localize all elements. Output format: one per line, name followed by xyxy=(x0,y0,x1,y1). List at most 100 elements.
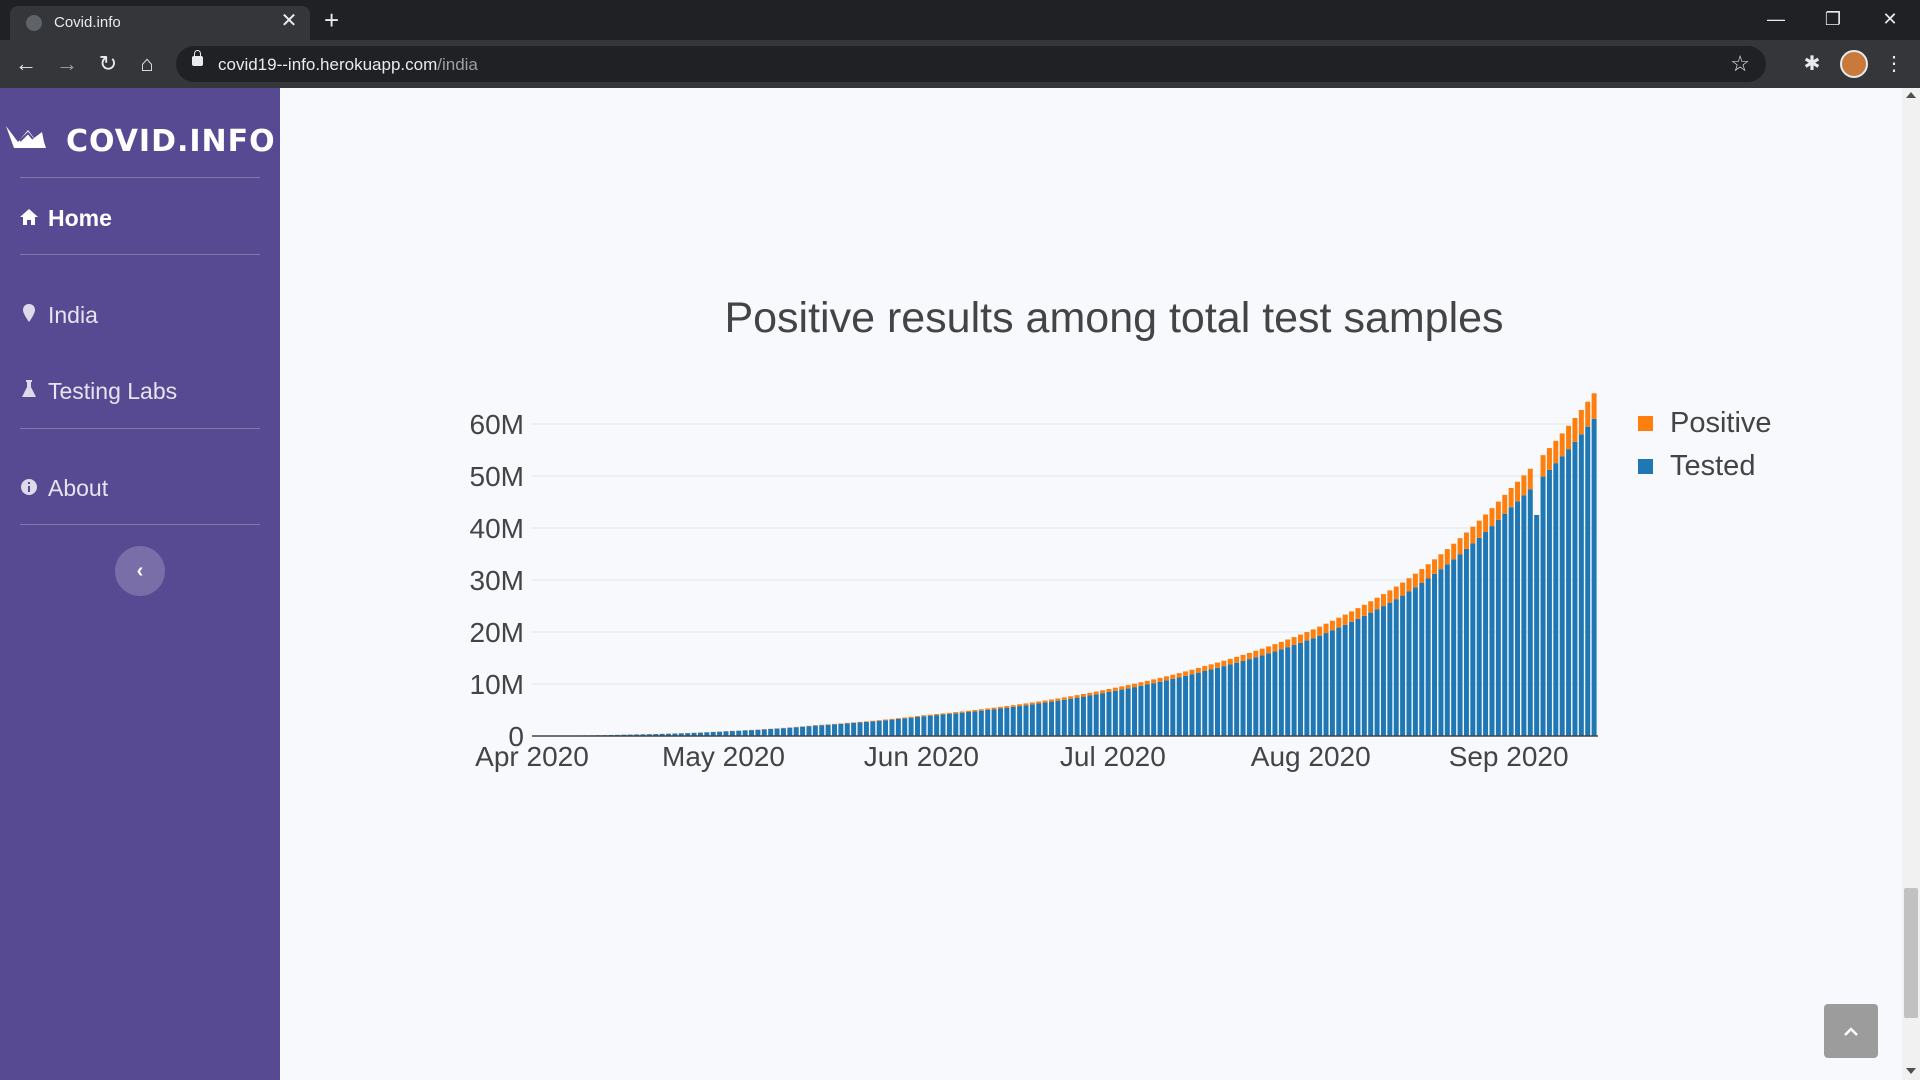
bar-tested[interactable] xyxy=(1259,655,1265,736)
bar-positive[interactable] xyxy=(1023,703,1029,706)
bar-tested[interactable] xyxy=(1527,489,1533,736)
bar-positive[interactable] xyxy=(966,710,972,713)
bar-tested[interactable] xyxy=(883,720,889,736)
bar-tested[interactable] xyxy=(844,723,850,736)
bar-tested[interactable] xyxy=(1004,707,1010,736)
bar-positive[interactable] xyxy=(1412,573,1418,588)
bar-tested[interactable] xyxy=(1266,653,1272,736)
bar-positive[interactable] xyxy=(921,715,927,717)
bar-positive[interactable] xyxy=(1036,701,1042,704)
bar-tested[interactable] xyxy=(704,732,710,736)
bar-positive[interactable] xyxy=(1029,702,1035,705)
bar-positive[interactable] xyxy=(997,706,1003,709)
bar-tested[interactable] xyxy=(1234,662,1240,736)
bar-tested[interactable] xyxy=(1380,606,1386,736)
bar-tested[interactable] xyxy=(1253,657,1259,736)
bar-tested[interactable] xyxy=(691,732,697,736)
bar-tested[interactable] xyxy=(1546,469,1552,736)
bar-positive[interactable] xyxy=(870,720,876,722)
bar-tested[interactable] xyxy=(1100,693,1106,736)
bar-positive[interactable] xyxy=(1189,669,1195,675)
bar-positive[interactable] xyxy=(1246,652,1252,660)
bar-tested[interactable] xyxy=(889,719,895,736)
bar-positive[interactable] xyxy=(838,723,844,724)
bar-tested[interactable] xyxy=(1336,627,1342,736)
bar-tested[interactable] xyxy=(953,713,959,736)
bar-tested[interactable] xyxy=(1049,701,1055,736)
bar-tested[interactable] xyxy=(1151,683,1157,736)
bar-positive[interactable] xyxy=(1508,487,1514,508)
bar-tested[interactable] xyxy=(908,717,914,736)
bar-positive[interactable] xyxy=(1049,699,1055,702)
bar-tested[interactable] xyxy=(1163,680,1169,736)
bar-tested[interactable] xyxy=(876,720,882,736)
bar-tested[interactable] xyxy=(1170,678,1176,736)
address-bar[interactable]: covid19--info.herokuapp.com/india ☆ xyxy=(176,46,1766,82)
url-text[interactable]: covid19--info.herokuapp.com/india xyxy=(218,55,478,74)
bar-positive[interactable] xyxy=(1151,679,1157,684)
bar-positive[interactable] xyxy=(1132,683,1138,688)
bar-tested[interactable] xyxy=(1144,684,1150,736)
bar-tested[interactable] xyxy=(1540,476,1546,736)
bar-positive[interactable] xyxy=(1387,590,1393,603)
bar-tested[interactable] xyxy=(653,734,659,736)
bar-positive[interactable] xyxy=(1195,667,1201,673)
bar-positive[interactable] xyxy=(1521,475,1527,496)
bar-positive[interactable] xyxy=(1017,704,1023,707)
bar-positive[interactable] xyxy=(1451,543,1457,560)
bar-tested[interactable] xyxy=(812,725,818,736)
bar-tested[interactable] xyxy=(1368,612,1374,736)
bar-positive[interactable] xyxy=(1368,601,1374,613)
bar-positive[interactable] xyxy=(1285,639,1291,648)
bar-tested[interactable] xyxy=(1419,582,1425,736)
bar-positive[interactable] xyxy=(914,716,920,717)
sidebar-item-home[interactable]: Home xyxy=(18,198,112,238)
bar-positive[interactable] xyxy=(1572,417,1578,442)
bar-tested[interactable] xyxy=(736,730,742,736)
bar-positive[interactable] xyxy=(1010,705,1016,707)
bar-tested[interactable] xyxy=(1553,463,1559,736)
bar-tested[interactable] xyxy=(1208,669,1214,736)
bar-positive[interactable] xyxy=(1438,554,1444,570)
bar-positive[interactable] xyxy=(1291,637,1297,646)
new-tab-button[interactable]: + xyxy=(324,5,340,35)
bar-positive[interactable] xyxy=(1489,508,1495,527)
bar-tested[interactable] xyxy=(1157,681,1163,736)
bar-tested[interactable] xyxy=(1502,513,1508,736)
bar-positive[interactable] xyxy=(1342,614,1348,625)
bar-positive[interactable] xyxy=(1061,697,1067,700)
bar-positive[interactable] xyxy=(985,708,991,710)
bar-tested[interactable] xyxy=(1285,647,1291,736)
bar-tested[interactable] xyxy=(678,733,684,736)
bar-tested[interactable] xyxy=(659,733,665,736)
bar-tested[interactable] xyxy=(1119,689,1125,736)
bar-tested[interactable] xyxy=(1125,688,1131,736)
back-to-top-button[interactable] xyxy=(1824,1004,1878,1058)
bar-positive[interactable] xyxy=(1042,700,1048,703)
bar-tested[interactable] xyxy=(997,708,1003,736)
bar-positive[interactable] xyxy=(1259,648,1265,656)
bar-positive[interactable] xyxy=(1540,455,1546,477)
bar-tested[interactable] xyxy=(723,731,729,736)
bar-tested[interactable] xyxy=(1106,691,1112,736)
bar-tested[interactable] xyxy=(1304,640,1310,736)
bar-tested[interactable] xyxy=(946,713,952,736)
bar-tested[interactable] xyxy=(1087,695,1093,736)
bar-positive[interactable] xyxy=(1234,656,1240,663)
bar-positive[interactable] xyxy=(1419,569,1425,583)
bar-tested[interactable] xyxy=(1023,705,1029,736)
bar-tested[interactable] xyxy=(972,711,978,736)
bar-tested[interactable] xyxy=(991,709,997,736)
bar-positive[interactable] xyxy=(1163,676,1169,681)
bar-tested[interactable] xyxy=(1463,548,1469,736)
bar-tested[interactable] xyxy=(1176,677,1182,736)
bar-positive[interactable] xyxy=(1323,623,1329,634)
lock-icon[interactable] xyxy=(192,50,203,66)
minimize-icon[interactable]: — xyxy=(1767,9,1785,29)
bar-positive[interactable] xyxy=(1202,666,1208,671)
bar-tested[interactable] xyxy=(1010,706,1016,736)
bar-tested[interactable] xyxy=(851,722,857,736)
bar-tested[interactable] xyxy=(1432,573,1438,736)
bar-tested[interactable] xyxy=(1438,569,1444,736)
bar-positive[interactable] xyxy=(1463,532,1469,549)
